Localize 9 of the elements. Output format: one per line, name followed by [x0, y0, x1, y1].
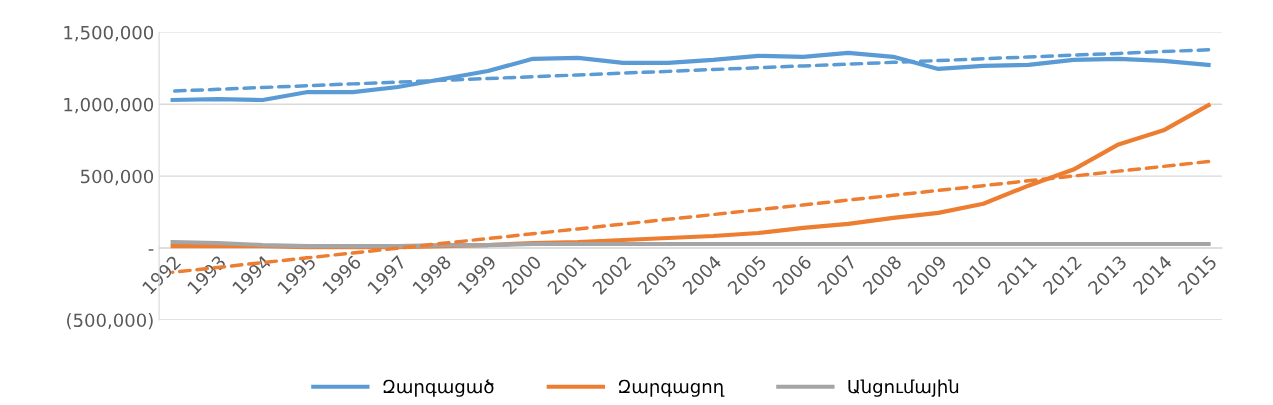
y-tick-label: (500,000) [67, 313, 153, 330]
y-tick-label: 500,000 [80, 169, 154, 186]
y-tick-label: - [148, 249, 154, 251]
legend-label: Անցումային [848, 379, 959, 397]
y-tick-label: 1,000,000 [64, 97, 154, 114]
legend-label: Զարգացած [383, 379, 494, 397]
legend-label: Զարգացող [618, 379, 725, 397]
line-series [170, 50, 1211, 103]
y-tick-label: 1,500,000 [64, 25, 154, 42]
